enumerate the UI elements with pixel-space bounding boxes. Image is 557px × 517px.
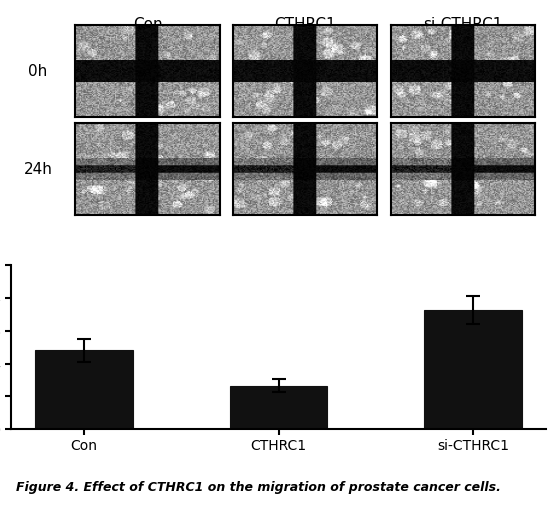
Text: 0h: 0h <box>28 64 47 79</box>
Text: si-CTHRC1: si-CTHRC1 <box>423 17 502 32</box>
Bar <box>230 386 327 429</box>
Bar <box>424 310 521 429</box>
Text: Figure 4. Effect of CTHRC1 on the migration of prostate cancer cells.: Figure 4. Effect of CTHRC1 on the migrat… <box>17 481 501 494</box>
Bar <box>36 351 133 429</box>
Text: 24h: 24h <box>23 162 52 177</box>
Text: Con: Con <box>133 17 162 32</box>
Text: CTHRC1: CTHRC1 <box>275 17 336 32</box>
